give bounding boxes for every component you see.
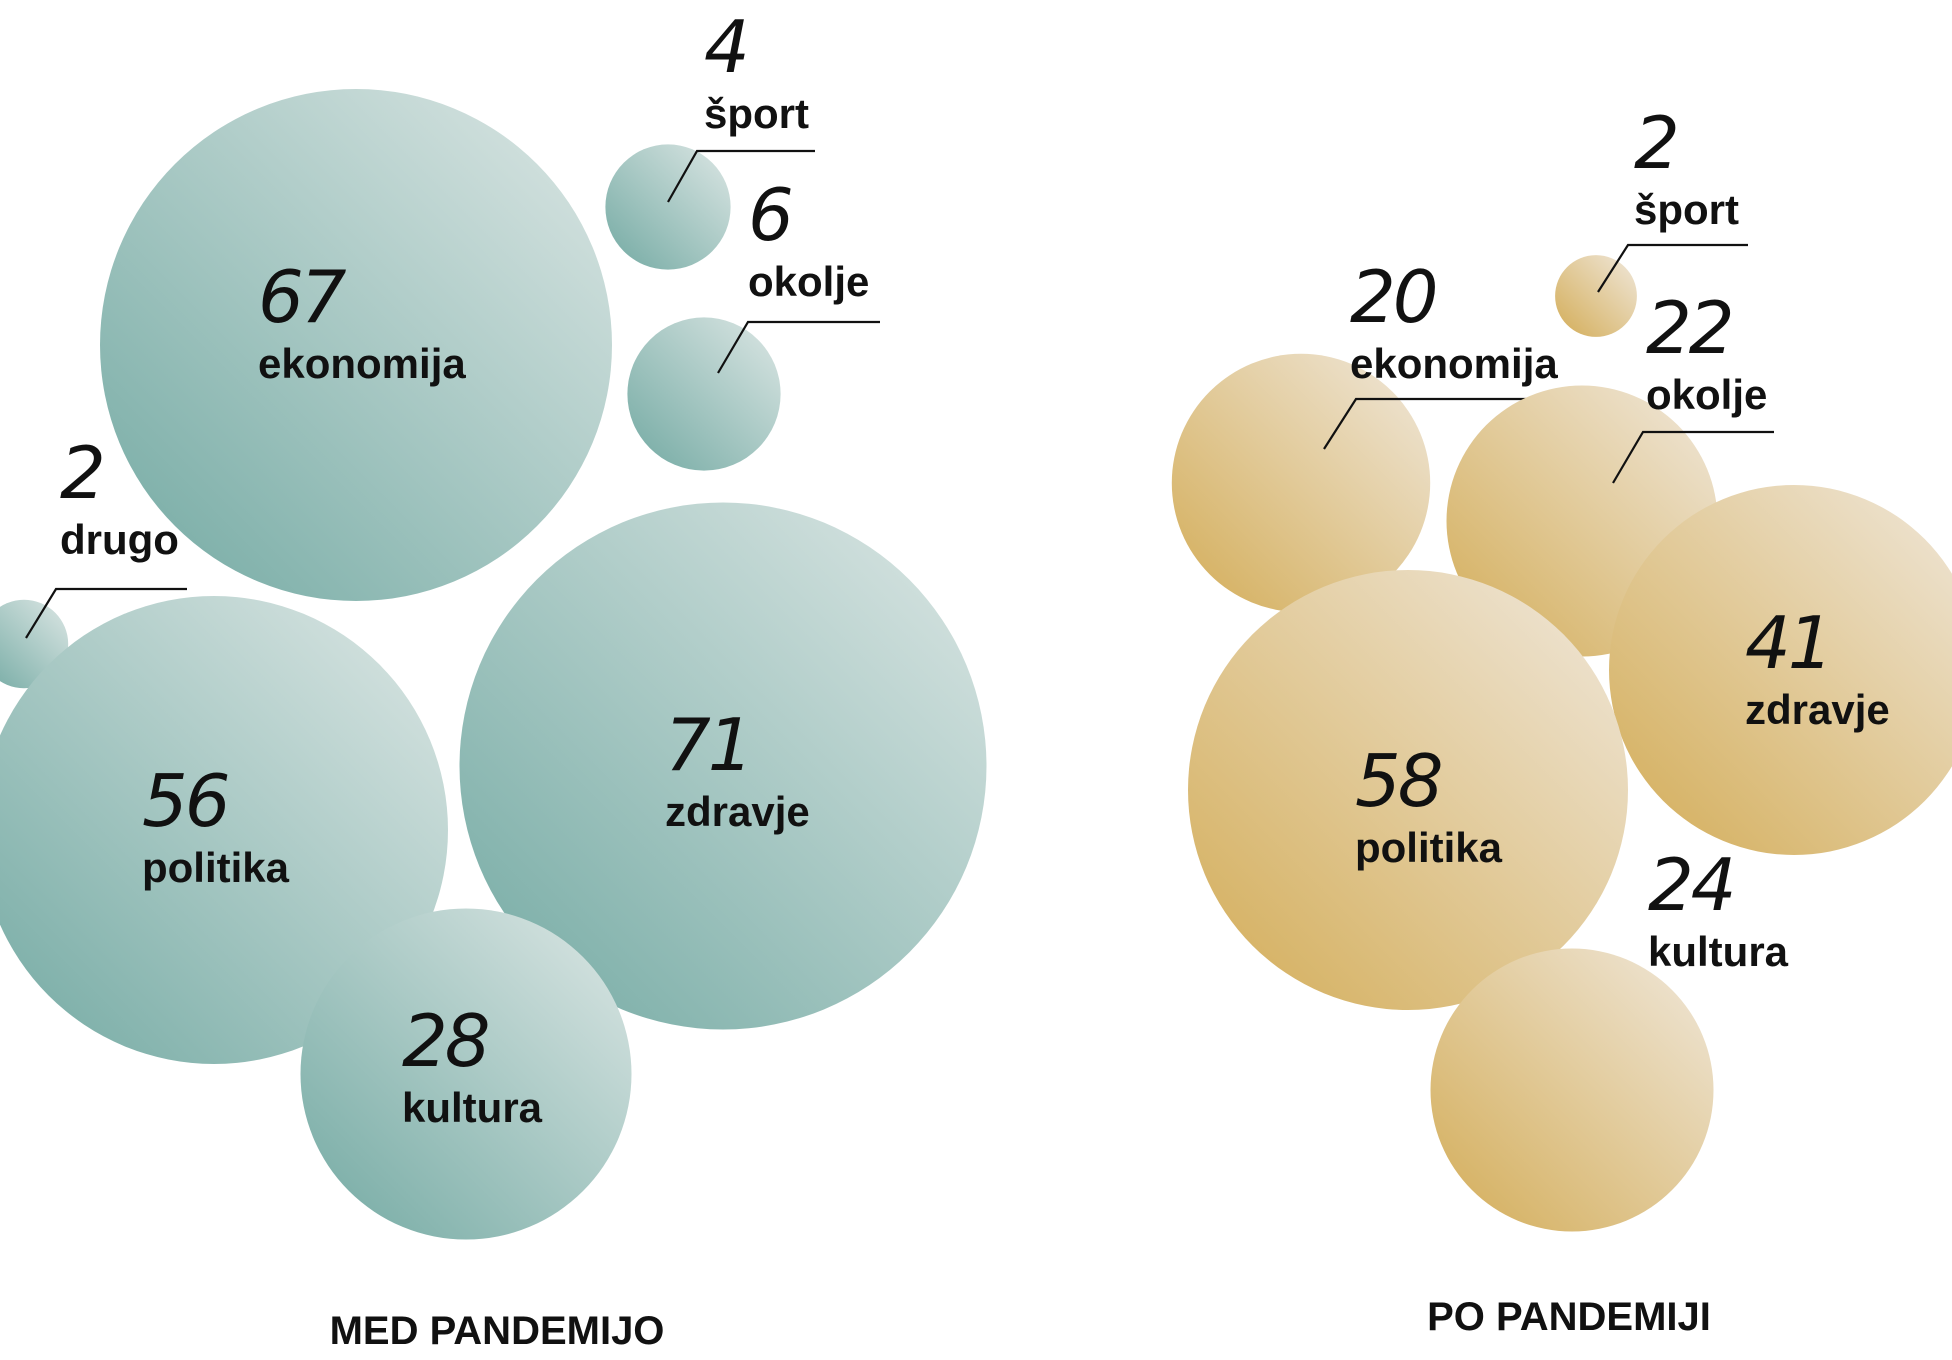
leader-line-ekonomija (1323, 397, 1571, 450)
title-med-pandemijo: MED PANDEMIJO (330, 1309, 665, 1353)
category-label-okolje: okolje (748, 258, 869, 305)
leader-line-drugo (25, 587, 187, 639)
leader-line-sport (1597, 243, 1748, 293)
category-label-politika: politika (142, 844, 290, 891)
leader-line-okolje (717, 320, 880, 374)
bubble-sport (1555, 255, 1637, 337)
value-label-okolje: 6 (748, 173, 791, 257)
value-label-politika: 58 (1355, 739, 1441, 823)
value-label-ekonomija: 67 (258, 255, 347, 339)
bubble-zdravje (1609, 485, 1952, 855)
bubble-kultura (1430, 948, 1714, 1232)
category-label-politika: politika (1355, 824, 1503, 871)
bubble-kultura (300, 908, 632, 1240)
leader-line-sport (667, 149, 815, 203)
bubble-sport (605, 144, 731, 270)
bubble-politika (1188, 570, 1628, 1010)
category-label-sport: šport (1634, 186, 1739, 233)
category-label-zdravje: zdravje (665, 788, 810, 835)
category-label-ekonomija: ekonomija (1350, 340, 1558, 387)
category-label-sport: šport (704, 90, 809, 137)
leader-line-okolje (1612, 430, 1774, 484)
bubble-ekonomija (1171, 353, 1431, 613)
value-label-kultura: 28 (402, 999, 488, 1083)
category-label-zdravje: zdravje (1745, 686, 1890, 733)
value-label-drugo: 2 (60, 431, 103, 515)
category-label-okolje: okolje (1646, 371, 1767, 418)
bubble-okolje (627, 317, 781, 471)
category-label-drugo: drugo (60, 516, 179, 563)
value-label-kultura: 24 (1648, 843, 1734, 927)
bubble-zdravje (459, 502, 987, 1030)
value-label-sport: 2 (1634, 101, 1677, 185)
category-label-kultura: kultura (1648, 928, 1789, 975)
bubble-ekonomija (100, 89, 612, 601)
value-label-okolje: 22 (1646, 286, 1732, 370)
category-label-kultura: kultura (402, 1084, 543, 1131)
value-label-zdravje: 71 (665, 703, 751, 787)
value-label-politika: 56 (142, 759, 228, 843)
title-po-pandemiji: PO PANDEMIJI (1427, 1295, 1711, 1339)
category-label-ekonomija: ekonomija (258, 340, 466, 387)
value-label-ekonomija: 20 (1350, 255, 1436, 339)
value-label-sport: 4 (704, 5, 747, 89)
bubble-politika (0, 596, 448, 1064)
value-label-zdravje: 41 (1745, 601, 1831, 685)
